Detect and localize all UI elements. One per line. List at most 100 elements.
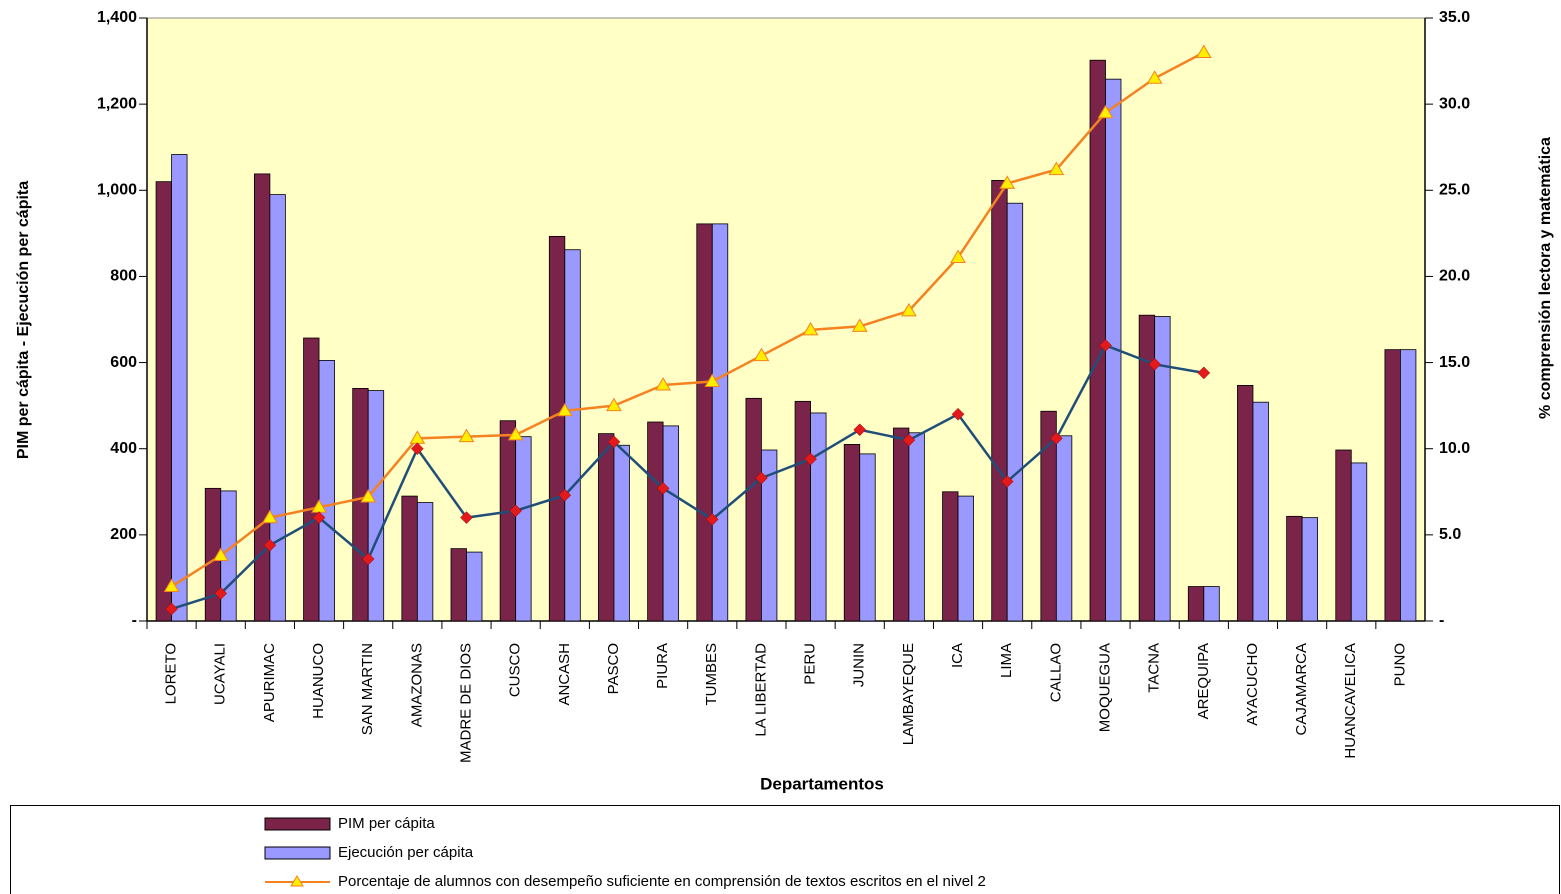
line [170, 51, 1205, 588]
marker [163, 578, 180, 593]
y2-tick-label: 15.0 [1439, 354, 1470, 371]
bar [1384, 349, 1401, 622]
y2-tick-label: 10.0 [1439, 440, 1470, 457]
x-tick-label: SAN MARTIN [359, 643, 376, 735]
x-tick-label: MOQUEGUA [1096, 643, 1113, 732]
x-tick-label: MADRE DE DIOS [457, 643, 474, 763]
x-tick-label: LAMBAYEQUE [900, 643, 917, 745]
y2-axis-label: % comprensión lectora y matemática [1537, 137, 1554, 419]
y-tick-label: 1,400 [97, 9, 137, 26]
marker [1099, 338, 1112, 352]
marker [656, 481, 670, 495]
marker [361, 552, 375, 566]
x-tick-label: TACNA [1146, 643, 1163, 693]
x-tick-label: JUNIN [851, 643, 868, 687]
marker [458, 428, 475, 443]
marker [851, 318, 868, 332]
bar [957, 495, 974, 622]
y-tick-label: 200 [110, 526, 137, 543]
bar [810, 412, 827, 622]
bar [745, 397, 762, 622]
bar [1252, 401, 1269, 622]
marker [558, 488, 572, 502]
marker [853, 423, 867, 437]
plot-area [146, 17, 1426, 622]
marker [263, 538, 277, 552]
bar [1006, 202, 1024, 622]
bar [892, 427, 910, 622]
bar [401, 495, 418, 622]
x-tick-label: LORETO [163, 643, 180, 704]
bar [1301, 517, 1319, 622]
x-tick-label: PIURA [654, 643, 671, 689]
x-tick-label: ICA [949, 643, 966, 668]
bar [613, 444, 630, 622]
marker [1146, 70, 1163, 84]
legend-marker [290, 875, 304, 887]
x-tick-label: AREQUIPA [1195, 643, 1212, 719]
bar [499, 420, 517, 622]
y-tick-label: 600 [110, 354, 137, 371]
marker [704, 373, 721, 388]
marker [999, 175, 1016, 189]
legend-label: Porcentaje de alumnos con desempeño sufi… [338, 873, 986, 890]
bar [647, 421, 664, 622]
x-tick-label: HUANUCO [310, 643, 327, 719]
marker [262, 509, 278, 524]
marker [460, 511, 473, 524]
x-tick-label: CAJAMARCA [1293, 643, 1310, 736]
marker [705, 512, 719, 526]
line [171, 343, 1205, 611]
x-tick-label: CALLAO [1047, 643, 1064, 702]
bar [466, 551, 483, 622]
y-tick-label: 1,200 [97, 95, 137, 112]
bar [352, 388, 369, 622]
bar [794, 400, 811, 622]
x-tick-label: PERU [802, 643, 819, 685]
marker [950, 249, 966, 263]
marker [1148, 357, 1162, 371]
x-tick-label: AYACUCHO [1244, 643, 1261, 726]
marker [507, 426, 524, 441]
x-tick-label: HUANCAVELICA [1342, 643, 1359, 759]
marker [410, 442, 424, 456]
marker [556, 402, 573, 417]
bar [1286, 515, 1303, 622]
marker [1195, 44, 1212, 58]
y2-tick-label: 5.0 [1439, 526, 1461, 543]
bar [843, 444, 861, 622]
bar [1055, 435, 1073, 622]
x-tick-label: LIMA [998, 643, 1015, 678]
bar [1040, 410, 1057, 622]
x-tick-label: ANCASH [556, 643, 573, 706]
bar [1154, 316, 1171, 622]
marker [1097, 104, 1114, 119]
bar [662, 425, 680, 622]
marker [360, 488, 377, 503]
x-tick-label: TUMBES [703, 643, 720, 706]
bar [991, 179, 1008, 622]
marker [606, 397, 622, 412]
bar [1187, 586, 1205, 622]
x-tick-label: AMAZONAS [408, 643, 425, 727]
x-tick-label: CUSCO [507, 643, 524, 697]
bar [416, 502, 434, 622]
bar [696, 223, 713, 622]
bar [155, 181, 172, 622]
bar [548, 235, 566, 622]
marker [1197, 366, 1211, 380]
legend-label: Ejecución per cápita [338, 844, 474, 861]
bar [269, 194, 286, 622]
bar [1400, 349, 1417, 622]
marker [212, 547, 229, 562]
marker [951, 407, 965, 421]
bar [171, 154, 188, 622]
marker [901, 302, 917, 317]
bar [598, 433, 615, 622]
marker [902, 433, 916, 447]
marker [1048, 161, 1065, 176]
marker [755, 471, 768, 485]
bar [1350, 462, 1368, 622]
x-axis-label: Departamentos [760, 774, 884, 793]
